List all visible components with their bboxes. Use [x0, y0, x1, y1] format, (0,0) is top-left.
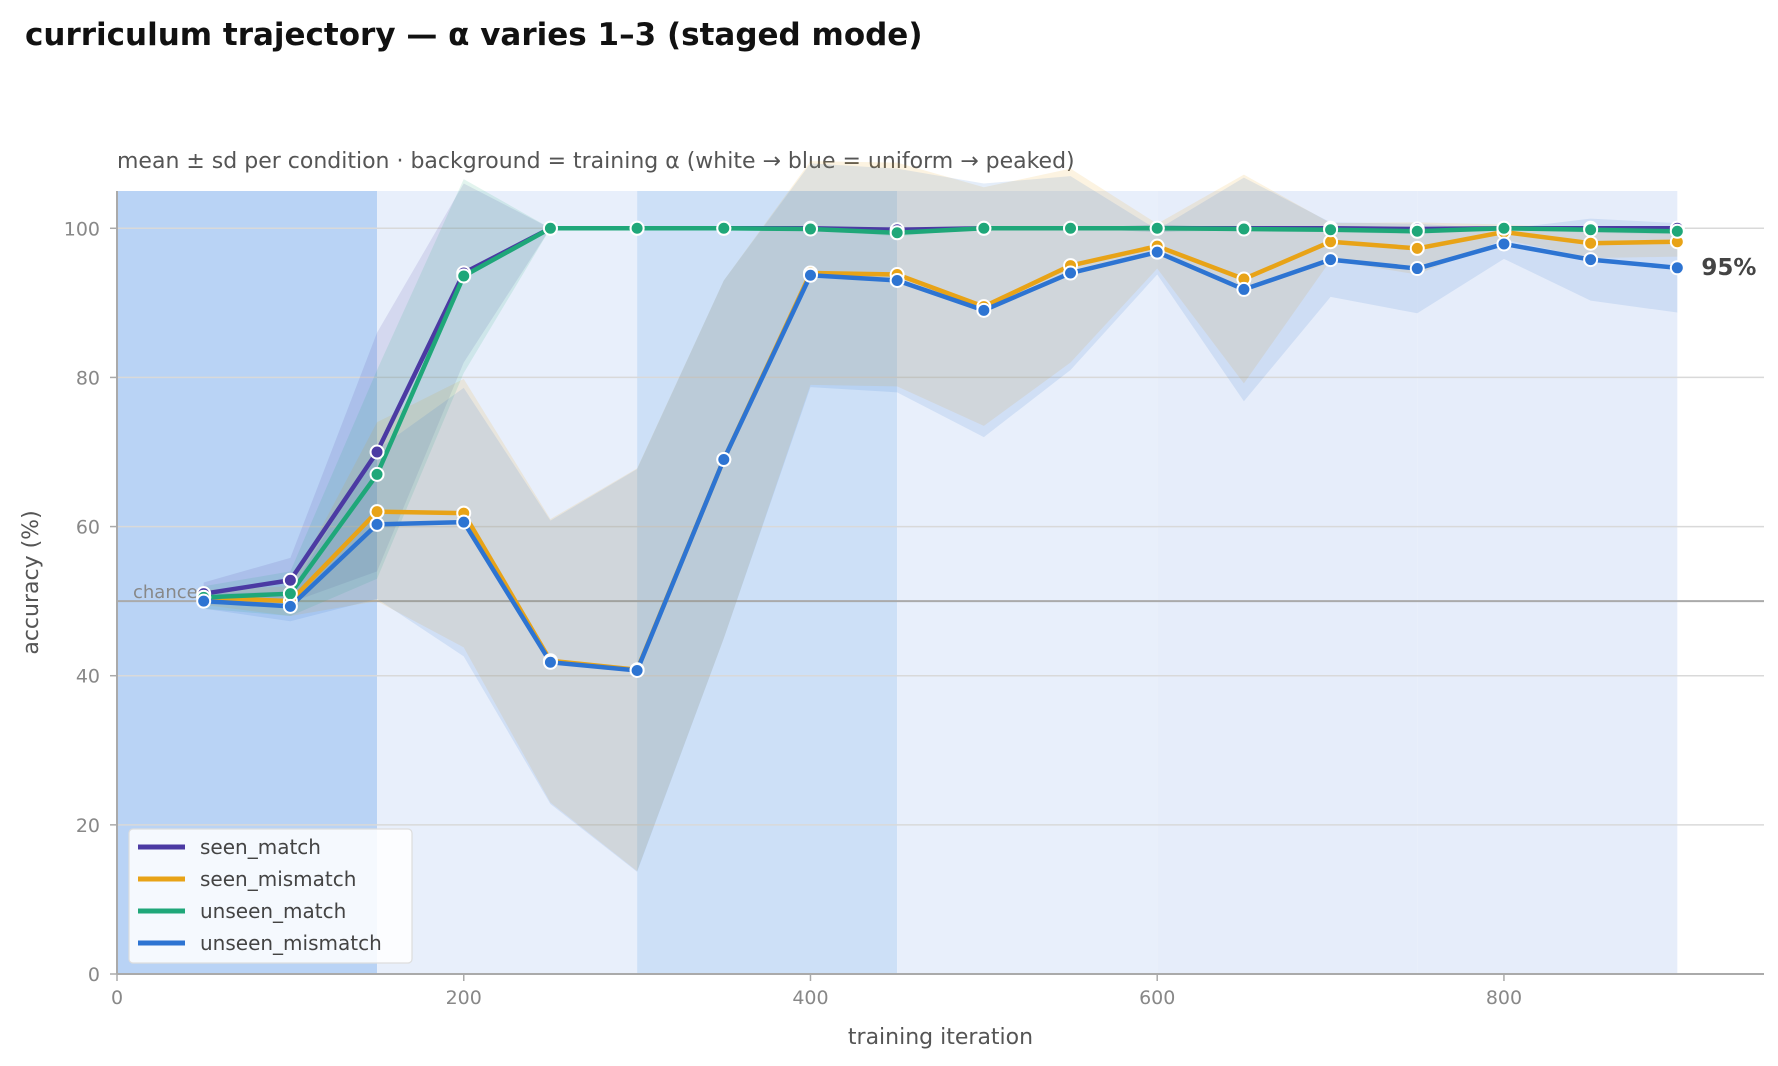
line-unseen-match [201, 226, 1680, 600]
point-unseen-match-400 [802, 221, 818, 237]
point-unseen-match-350 [716, 220, 732, 236]
axes [116, 191, 1764, 975]
point-unseen-match-200 [456, 268, 472, 284]
line-seen-mismatch [201, 229, 1680, 672]
sd-band-seen-mismatch [203, 161, 1678, 872]
point-unseen-mismatch-350 [716, 451, 732, 467]
point-unseen-mismatch-800 [1496, 236, 1512, 252]
point-unseen-mismatch-550 [1063, 265, 1079, 281]
alpha-band-5 [1417, 191, 1678, 974]
point-seen-mismatch-750 [1409, 240, 1425, 256]
y-tick-label-100: 100 [64, 218, 100, 240]
chart-title: curriculum trajectory — α varies 1–3 (st… [25, 17, 923, 53]
alpha-band-3 [897, 191, 1158, 974]
y-tick-label-80: 80 [76, 367, 100, 389]
point-unseen-match-650 [1236, 221, 1252, 237]
chance-label: chance [133, 582, 198, 603]
line-unseen-mismatch [201, 241, 1680, 673]
point-unseen-match-750 [1409, 223, 1425, 239]
x-tick-label-600: 600 [1139, 987, 1175, 1009]
alpha-band-2 [637, 191, 898, 974]
y-tick-label-0: 0 [88, 964, 100, 986]
x-tick-label-200: 200 [446, 987, 482, 1009]
y-tick-label-40: 40 [76, 666, 100, 688]
legend-label-seen-match: seen_match [200, 835, 321, 859]
point-unseen-match-150 [369, 466, 385, 482]
point-unseen-match-100 [282, 586, 298, 602]
point-seen-match-150 [369, 444, 385, 460]
point-unseen-mismatch-700 [1323, 252, 1339, 268]
alpha-band-1 [377, 191, 638, 974]
y-tick-label-20: 20 [76, 815, 100, 837]
legend-label-unseen-match: unseen_match [200, 899, 346, 923]
point-unseen-mismatch-650 [1236, 281, 1252, 297]
series-points [196, 220, 1685, 678]
point-seen-mismatch-150 [369, 504, 385, 520]
point-seen-match-100 [282, 572, 298, 588]
point-unseen-match-850 [1583, 222, 1599, 238]
sd-bands [203, 161, 1678, 872]
point-unseen-mismatch-900 [1669, 260, 1685, 276]
point-unseen-mismatch-600 [1149, 244, 1165, 260]
point-unseen-match-250 [542, 220, 558, 236]
point-unseen-mismatch-150 [369, 516, 385, 532]
point-unseen-mismatch-100 [282, 598, 298, 614]
point-unseen-match-900 [1669, 223, 1685, 239]
point-unseen-mismatch-450 [889, 272, 905, 288]
chance-line-group: chance [117, 582, 1764, 603]
x-tick-label-400: 400 [792, 987, 828, 1009]
point-unseen-match-550 [1063, 220, 1079, 236]
point-unseen-match-500 [976, 220, 992, 236]
background-bands [117, 191, 1678, 974]
point-unseen-mismatch-250 [542, 654, 558, 670]
x-tick-label-800: 800 [1486, 987, 1522, 1009]
x-tick-label-0: 0 [111, 987, 123, 1009]
point-seen-mismatch-850 [1583, 235, 1599, 251]
chart-subtitle: mean ± sd per condition · background = t… [117, 149, 1075, 174]
legend-label-unseen-mismatch: unseen_mismatch [200, 931, 382, 955]
point-unseen-mismatch-500 [976, 302, 992, 318]
y-axis-label: accuracy (%) [19, 510, 44, 654]
sd-band-unseen-match [203, 179, 1678, 617]
tick-labels: 0 20 40 60 80 100 0 200 400 600 800 [64, 218, 1522, 1009]
point-unseen-match-300 [629, 220, 645, 236]
point-unseen-mismatch-200 [456, 514, 472, 530]
point-unseen-match-600 [1149, 220, 1165, 236]
sd-band-unseen-mismatch [203, 163, 1678, 872]
legend-box [128, 828, 413, 964]
series-lines [201, 226, 1680, 673]
sd-band-seen-match [203, 183, 1678, 605]
end-value-label: 95% [1701, 255, 1756, 281]
point-unseen-match-700 [1323, 222, 1339, 238]
alpha-band-4 [1157, 191, 1418, 974]
legend: seen_match seen_mismatch unseen_match un… [128, 828, 413, 964]
legend-label-seen-mismatch: seen_mismatch [200, 867, 356, 891]
x-axis-label: training iteration [848, 1025, 1033, 1050]
point-unseen-match-800 [1496, 220, 1512, 236]
point-unseen-mismatch-400 [802, 267, 818, 283]
y-tick-label-60: 60 [76, 517, 100, 539]
point-unseen-mismatch-300 [629, 662, 645, 678]
point-unseen-mismatch-50 [196, 593, 212, 609]
point-unseen-mismatch-750 [1409, 261, 1425, 277]
point-unseen-match-450 [889, 225, 905, 241]
point-unseen-mismatch-850 [1583, 252, 1599, 268]
